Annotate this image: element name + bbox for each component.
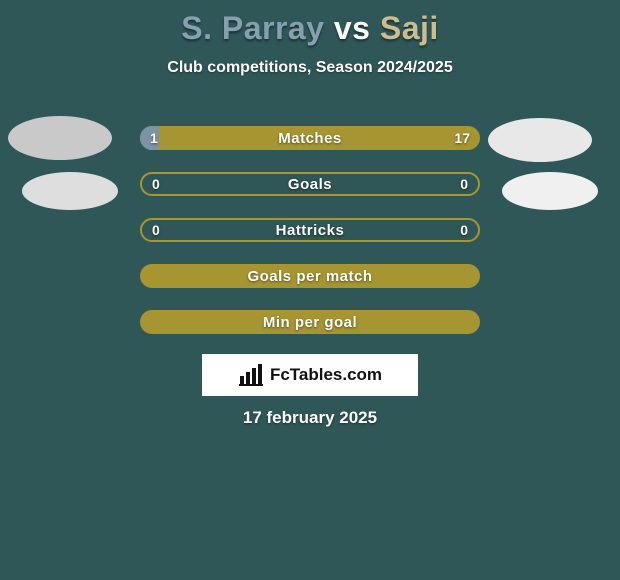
vs-text: vs <box>334 10 371 46</box>
stat-bar: 117Matches <box>140 126 480 150</box>
brand-text: FcTables.com <box>270 365 382 385</box>
player-left-name: S. Parray <box>181 10 324 46</box>
subtitle: Club competitions, Season 2024/2025 <box>0 59 620 77</box>
stat-label: Min per goal <box>140 310 480 334</box>
stat-bar: 00Goals <box>140 172 480 196</box>
player-right-avatar-1 <box>488 118 592 162</box>
stat-label: Matches <box>140 126 480 150</box>
player-left-avatar-1 <box>8 116 112 160</box>
stat-bar: Goals per match <box>140 264 480 288</box>
stat-bars: 117Matches 00Goals 00Hattricks Goals per ma… <box>140 126 480 356</box>
player-left-avatar-2 <box>22 172 118 210</box>
stat-label: Hattricks <box>142 220 478 240</box>
date-label: 17 february 2025 <box>0 408 620 428</box>
page-title: S. Parray vs Saji <box>0 0 620 47</box>
stat-label: Goals <box>142 174 478 194</box>
stat-label: Goals per match <box>140 264 480 288</box>
player-right-name: Saji <box>380 10 439 46</box>
brand-badge: FcTables.com <box>202 354 418 396</box>
stat-bar: Min per goal <box>140 310 480 334</box>
stat-bar: 00Hattricks <box>140 218 480 242</box>
brand-bars-icon <box>238 364 264 386</box>
player-right-avatar-2 <box>502 172 598 210</box>
